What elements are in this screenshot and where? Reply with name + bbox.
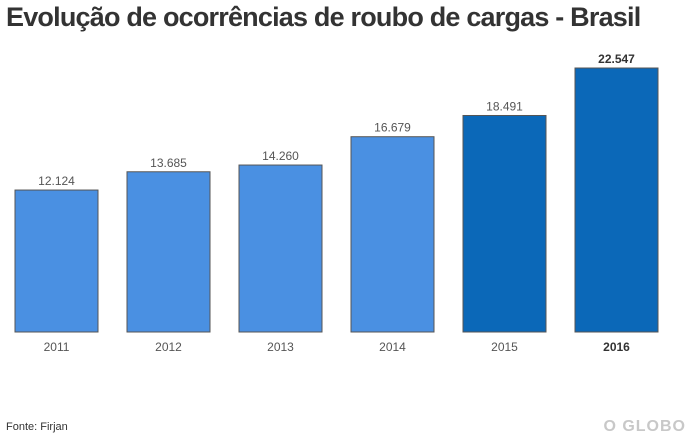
x-tick-label-2012: 2012 [155,340,182,354]
chart-title: Evolução de ocorrências de roubo de carg… [6,2,641,32]
bar-2016 [574,67,659,333]
data-label-2012: 13.685 [150,156,187,170]
bar-2012 [126,171,211,333]
data-label-2011: 12.124 [38,174,75,188]
x-tick-label-2011: 2011 [44,340,70,354]
source-note: Fonte: Firjan [6,421,68,433]
bar-2015 [462,114,547,333]
bar-2013 [238,164,323,333]
data-label-2015: 18.491 [486,99,523,113]
x-tick-label-2013: 2013 [267,340,294,354]
bar-2011 [14,189,99,333]
data-label-2016: 22.547 [598,52,635,66]
brand-logo: O GLOBO [603,418,686,435]
x-tick-label-2015: 2015 [491,340,518,354]
data-label-2013: 14.260 [262,149,299,163]
data-label-2014: 16.679 [374,121,411,135]
x-tick-label-2016: 2016 [603,340,630,354]
bar-2014 [350,136,435,333]
x-tick-label-2014: 2014 [379,340,406,354]
